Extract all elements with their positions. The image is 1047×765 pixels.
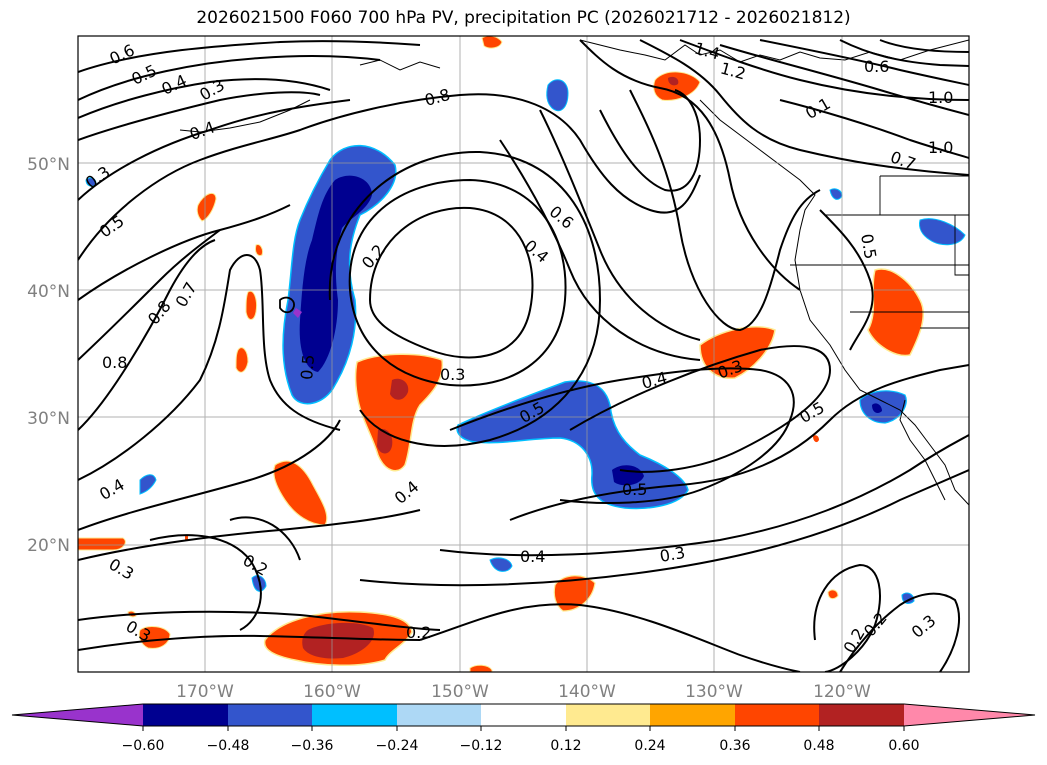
precipitation-shading — [78, 36, 966, 672]
contour-label: 0.2 — [406, 623, 431, 642]
colorbar-tick-label: 0.12 — [550, 738, 581, 754]
colorbar: −0.60 −0.48 −0.36 −0.24 −0.12 0.12 0.24 … — [11, 703, 1036, 754]
colorbar-tick-label: 0.48 — [803, 738, 834, 754]
contour-label: 0.3 — [440, 365, 465, 384]
colorbar-swatch — [819, 704, 904, 726]
map-title: 2026021500 F060 700 hPa PV, precipitatio… — [196, 8, 851, 28]
map-area — [78, 36, 969, 672]
lat-label: 50°N — [27, 155, 70, 175]
map-frame — [77, 35, 970, 673]
lat-label: 20°N — [27, 536, 70, 556]
lon-label: 170°W — [176, 682, 234, 702]
lon-label: 120°W — [813, 682, 871, 702]
colorbar-swatch — [735, 704, 819, 726]
colorbar-swatch — [228, 704, 312, 726]
lat-label: 30°N — [27, 409, 70, 429]
colorbar-tick-label: 0.60 — [888, 738, 919, 754]
colorbar-swatch — [566, 704, 650, 726]
political-borders — [790, 175, 969, 329]
colorbar-extend-min — [12, 704, 143, 726]
contour-label: 0.5 — [857, 232, 880, 260]
lon-label: 150°W — [431, 682, 489, 702]
contour-label: 1.0 — [928, 138, 953, 157]
colorbar-tick-label: −0.48 — [207, 738, 250, 754]
contour-label: 0.5 — [622, 480, 647, 499]
pv-contours — [78, 39, 969, 672]
colorbar-tick-label: 0.36 — [719, 738, 750, 754]
colorbar-tick-label: −0.36 — [291, 738, 334, 754]
colorbar-swatch — [481, 704, 566, 726]
contour-label: 0.8 — [102, 353, 127, 372]
lat-label: 40°N — [27, 282, 70, 302]
colorbar-swatch — [650, 704, 735, 726]
contour-label: 1.0 — [928, 88, 953, 107]
colorbar-swatch — [143, 704, 228, 726]
colorbar-tick-label: −0.12 — [460, 738, 503, 754]
lon-label: 160°W — [303, 682, 361, 702]
colorbar-tick-label: −0.24 — [376, 738, 419, 754]
contour-label: 0.3 — [658, 543, 686, 566]
contour-label: 0.5 — [297, 354, 318, 381]
colorbar-swatch — [397, 704, 481, 726]
contour-label: 0.4 — [520, 547, 545, 566]
colorbar-tick-label: 0.24 — [634, 738, 665, 754]
lon-label: 140°W — [558, 682, 616, 702]
colorbar-tick-label: −0.60 — [122, 738, 165, 754]
graticule — [78, 36, 969, 672]
lon-label: 130°W — [685, 682, 743, 702]
colorbar-extend-max — [904, 704, 1035, 726]
negative-precip-core — [299, 175, 372, 372]
colorbar-swatch — [312, 704, 397, 726]
contour-label: 0.6 — [864, 57, 889, 76]
